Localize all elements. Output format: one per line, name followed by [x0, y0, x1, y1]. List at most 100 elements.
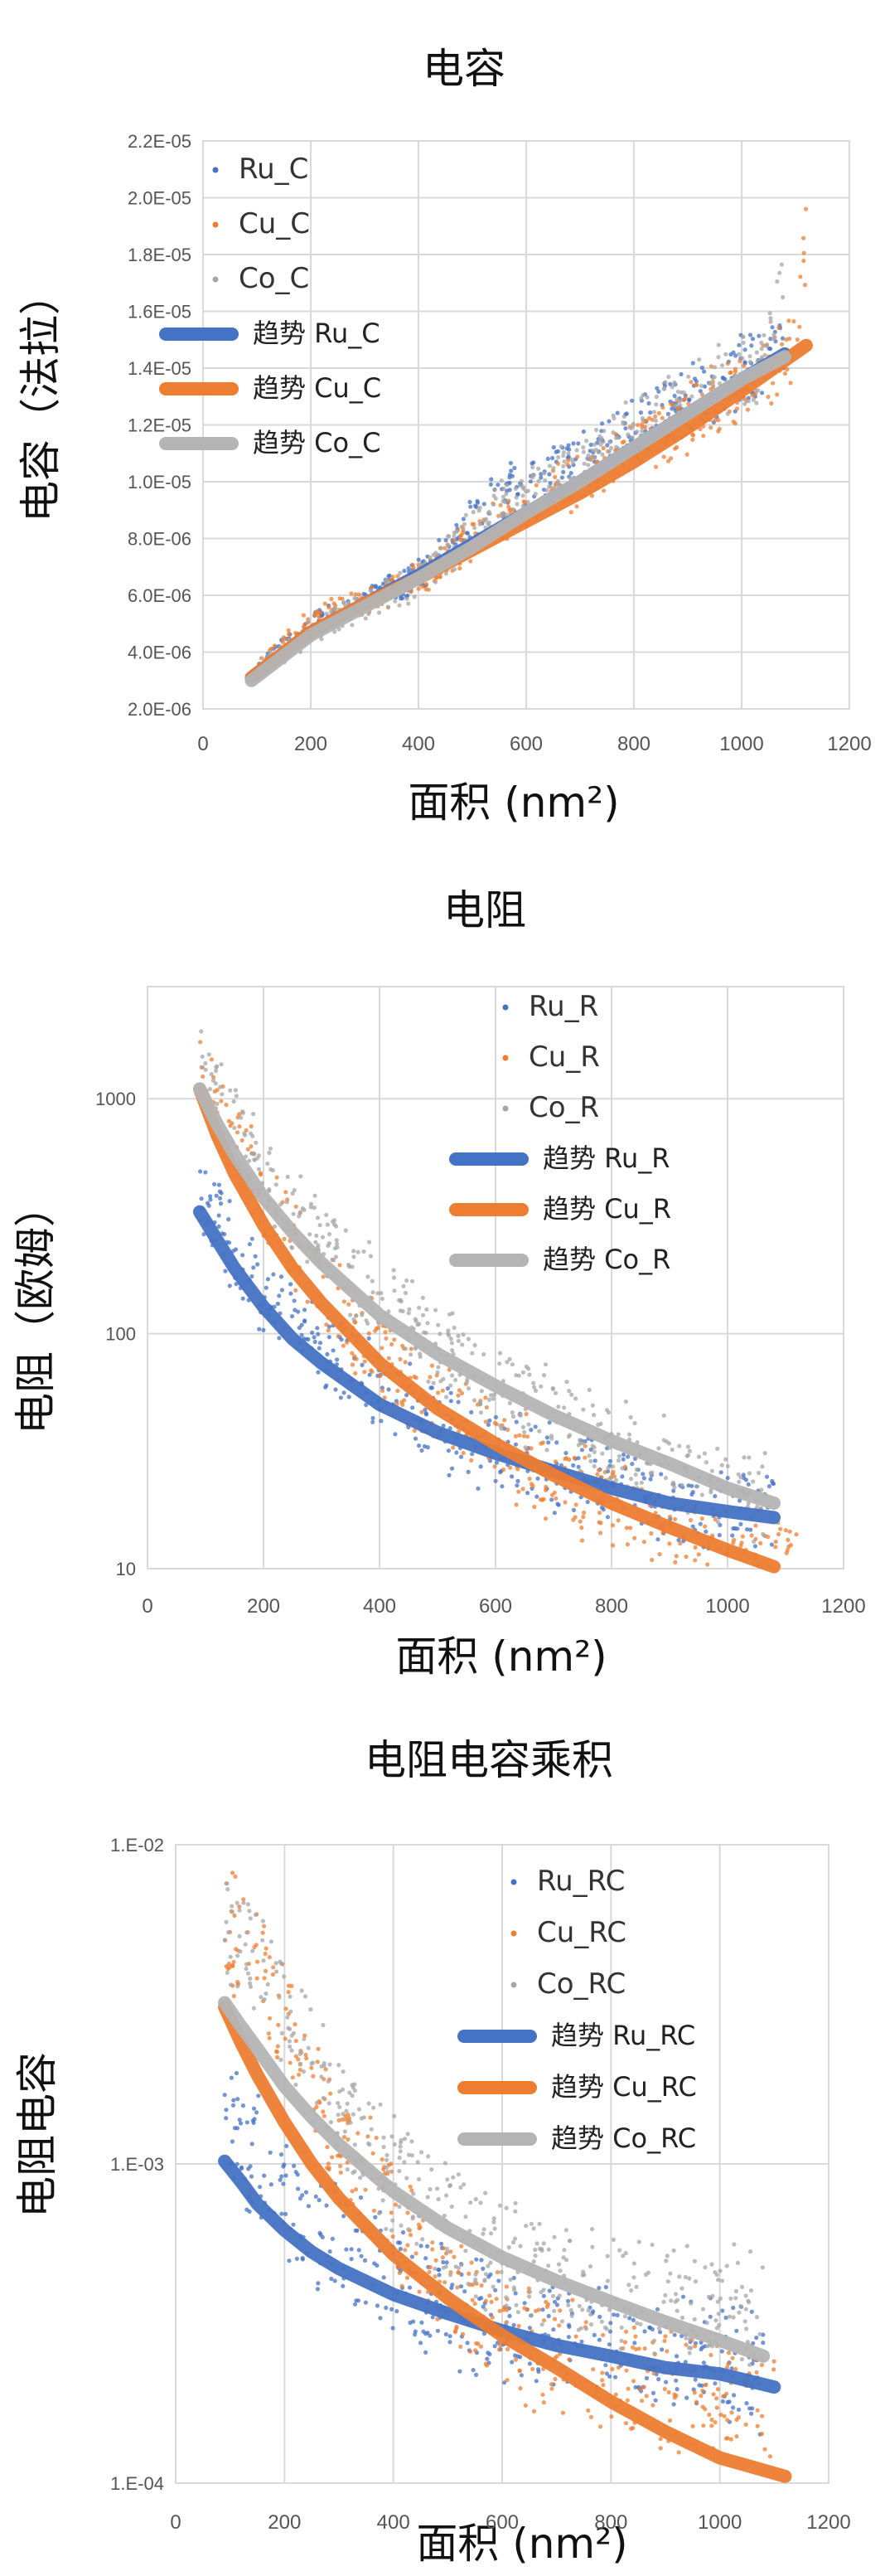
- data-point: [744, 2401, 749, 2406]
- data-point: [335, 1241, 340, 1246]
- data-point: [506, 2245, 511, 2250]
- data-point: [610, 2366, 615, 2372]
- data-point: [504, 2205, 509, 2210]
- data-point: [780, 336, 786, 341]
- data-point: [630, 435, 635, 440]
- data-point: [585, 1499, 590, 1505]
- data-point: [664, 2258, 669, 2263]
- data-point: [436, 1365, 441, 1370]
- data-point: [324, 1322, 329, 1327]
- data-point: [227, 1199, 232, 1204]
- data-point: [341, 1390, 346, 1395]
- data-point: [355, 1249, 360, 1254]
- data-point: [214, 1068, 219, 1074]
- data-point: [510, 2239, 516, 2245]
- data-point: [394, 2309, 399, 2314]
- data-point: [754, 400, 759, 405]
- data-point: [312, 1339, 317, 1345]
- data-point: [502, 2380, 507, 2385]
- data-point: [412, 594, 417, 599]
- data-point: [531, 460, 536, 465]
- data-point: [351, 1317, 356, 1322]
- data-point: [266, 2031, 271, 2036]
- data-point: [710, 2293, 715, 2298]
- data-point: [332, 605, 337, 611]
- data-point: [683, 2360, 688, 2365]
- data-point: [671, 2402, 676, 2407]
- data-point: [656, 410, 661, 415]
- legend-swatch-dot: [212, 276, 219, 283]
- data-point: [341, 2135, 347, 2140]
- data-point: [353, 2228, 358, 2233]
- data-point: [553, 1390, 559, 1395]
- data-point: [555, 449, 561, 454]
- data-point: [741, 334, 746, 339]
- data-point: [253, 1254, 258, 1259]
- data-point: [749, 1533, 754, 1538]
- data-point: [449, 2204, 454, 2210]
- data-point: [718, 1522, 723, 1527]
- data-point: [491, 2216, 496, 2221]
- x-tick-label: 1200: [821, 1595, 865, 1618]
- data-point: [385, 605, 391, 610]
- data-point: [615, 410, 620, 415]
- data-point: [234, 2070, 239, 2076]
- data-point: [268, 646, 274, 651]
- data-point: [368, 2115, 373, 2120]
- data-point: [602, 429, 607, 434]
- data-point: [708, 2314, 713, 2319]
- data-point: [693, 1558, 698, 1563]
- data-point: [591, 2367, 596, 2372]
- data-point: [487, 1418, 492, 1423]
- data-point: [413, 1318, 418, 1323]
- data-point: [459, 2244, 464, 2249]
- data-point: [760, 2413, 765, 2418]
- data-point: [288, 1994, 293, 1999]
- data-point: [232, 1125, 237, 1130]
- data-point: [308, 2007, 313, 2012]
- data-point: [326, 1232, 332, 1237]
- data-point: [704, 2321, 709, 2326]
- data-point: [487, 512, 492, 517]
- data-point: [737, 1479, 742, 1484]
- data-point: [497, 1361, 502, 1366]
- data-point: [517, 2368, 522, 2373]
- data-point: [579, 1538, 585, 1543]
- data-point: [623, 2421, 629, 2426]
- data-point: [201, 1074, 206, 1079]
- data-point: [654, 395, 660, 400]
- data-point: [350, 2093, 355, 2098]
- data-point: [569, 2313, 574, 2318]
- data-point: [515, 1467, 520, 1472]
- data-point: [341, 2112, 346, 2117]
- data-point: [750, 337, 756, 342]
- data-point: [391, 1268, 396, 1273]
- data-point: [615, 2312, 620, 2317]
- data-point: [626, 432, 631, 437]
- data-point: [497, 1351, 503, 1356]
- data-point: [644, 2375, 650, 2380]
- data-point: [526, 1422, 531, 1427]
- data-point: [460, 2331, 466, 2336]
- data-point: [737, 2310, 742, 2315]
- data-point: [683, 395, 689, 400]
- data-point: [689, 2346, 694, 2350]
- data-point: [410, 1405, 415, 1410]
- data-point: [740, 356, 745, 361]
- data-point: [445, 543, 451, 548]
- data-point: [635, 1440, 640, 1445]
- data-point: [745, 2340, 751, 2345]
- data-point: [677, 1443, 682, 1448]
- data-point: [435, 2186, 440, 2191]
- data-point: [262, 1996, 267, 2002]
- data-point: [426, 587, 431, 592]
- data-point: [222, 2093, 227, 2098]
- data-point: [567, 1389, 572, 1394]
- data-point: [362, 1370, 367, 1375]
- data-point: [531, 2259, 536, 2264]
- data-point: [289, 1244, 294, 1249]
- data-point: [681, 390, 686, 395]
- data-point: [601, 2332, 606, 2337]
- data-point: [779, 262, 785, 267]
- data-point: [605, 2278, 611, 2283]
